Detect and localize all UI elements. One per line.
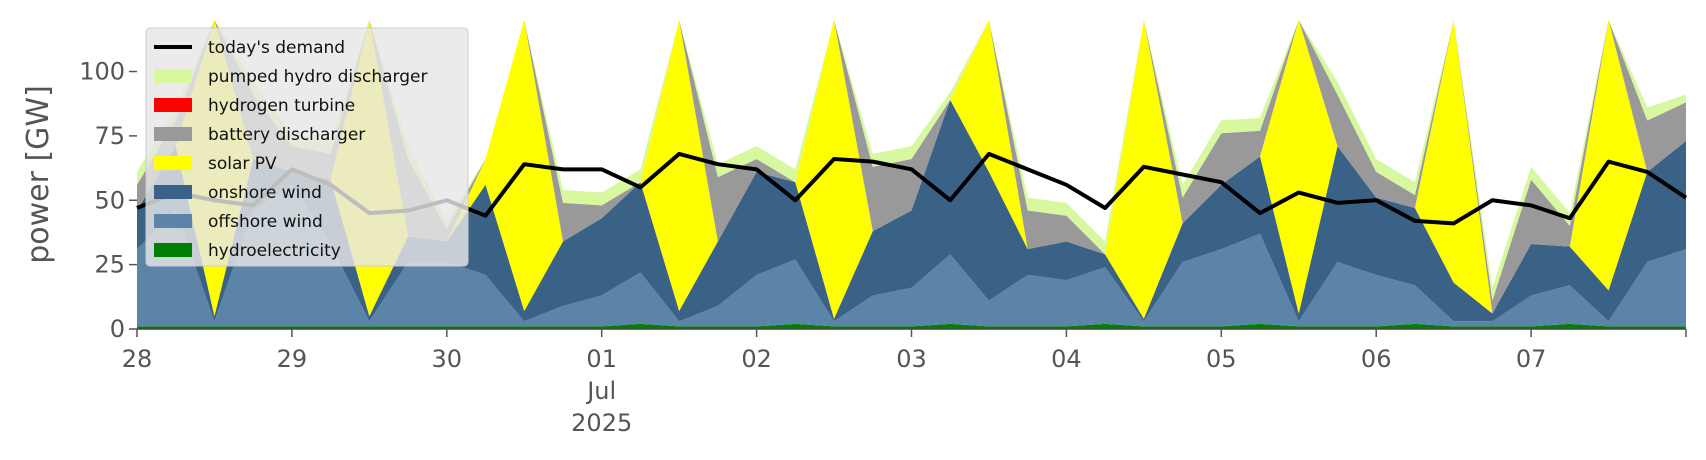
x-tick-label: 2025 <box>571 409 632 437</box>
legend-label: offshore wind <box>208 212 323 232</box>
x-tick-label: 28 <box>122 345 153 373</box>
legend-swatch <box>154 156 192 170</box>
x-tick-label: 29 <box>277 345 308 373</box>
x-tick-label: 01 <box>586 345 617 373</box>
legend-label: solar PV <box>208 154 277 174</box>
legend-box <box>145 27 469 267</box>
legend-swatch <box>154 98 192 112</box>
area-battery-discharger <box>137 20 1686 314</box>
legend-label: today's demand <box>208 38 345 58</box>
legend-swatch <box>154 127 192 141</box>
x-tick-label: 05 <box>1206 345 1237 373</box>
x-tick-label: 06 <box>1361 345 1392 373</box>
x-tick-label: 30 <box>432 345 463 373</box>
axes: 0 25 50 75 100 28 29 30 01 Jul 2025 02 03 04 05 06 07 pow… <box>21 58 1687 437</box>
y-tick-label: 50 <box>94 186 125 214</box>
y-tick-label: 25 <box>94 251 125 279</box>
x-tick-label: 04 <box>1051 345 1082 373</box>
y-axis-label: power [GW] <box>21 85 56 264</box>
legend-label: onshore wind <box>208 183 322 203</box>
legend-label: hydrogen turbine <box>208 96 355 116</box>
legend: today's demand pumped hydro discharger hyd… <box>145 27 469 267</box>
x-tick-label: Jul <box>585 377 616 405</box>
area-pumped-hydro-discharger <box>137 20 1686 301</box>
x-tick-label: 03 <box>896 345 927 373</box>
legend-swatch <box>154 185 192 199</box>
legend-swatch <box>154 214 192 228</box>
x-tick-label: 07 <box>1516 345 1547 373</box>
legend-label: hydroelectricity <box>208 241 341 261</box>
x-tick-label: 02 <box>741 345 772 373</box>
y-tick-label: 0 <box>110 315 125 343</box>
legend-swatch <box>154 69 192 83</box>
legend-label: battery discharger <box>208 125 365 145</box>
area-onshore-wind <box>137 99 1686 322</box>
legend-label: pumped hydro discharger <box>208 67 427 87</box>
y-tick-label: 75 <box>94 122 125 150</box>
y-tick-label: 100 <box>79 58 125 86</box>
legend-swatch <box>154 243 192 257</box>
area-solar-pv <box>137 20 1686 319</box>
